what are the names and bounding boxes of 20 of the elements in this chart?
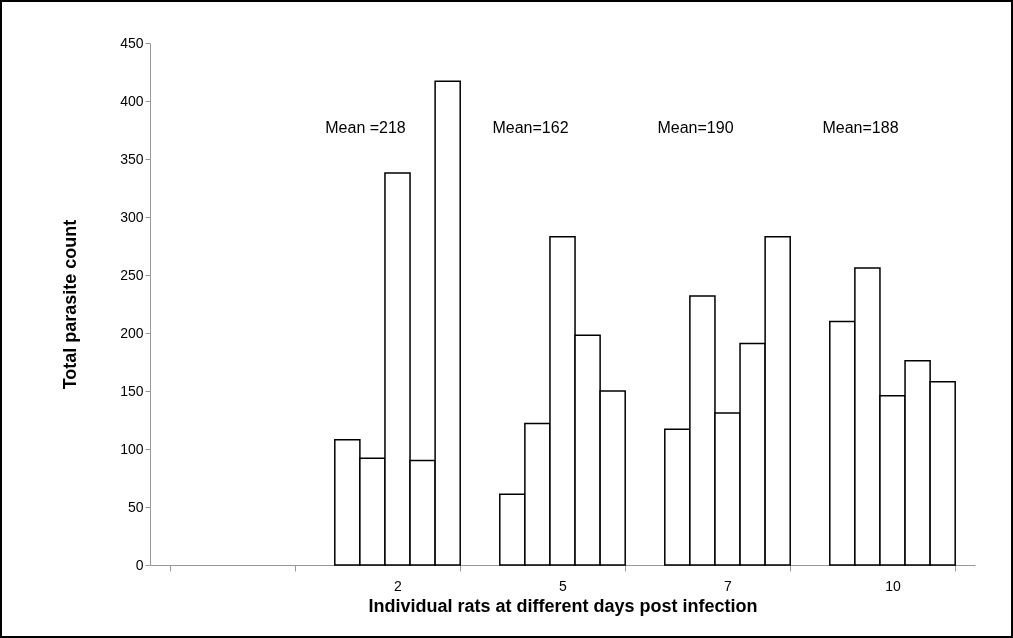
annotation: Mean=190 (657, 119, 734, 136)
x-tick-label: 2 (394, 577, 403, 594)
y-tick-label: 100 (120, 440, 144, 457)
y-tick-label: 200 (120, 324, 144, 341)
y-tick-label: 150 (120, 382, 144, 399)
y-tick-label: 400 (120, 92, 144, 109)
annotation: Mean=188 (822, 119, 899, 136)
x-tick-label: 7 (724, 577, 733, 594)
annotation: Mean =218 (325, 119, 406, 136)
x-tick-label: 5 (559, 577, 568, 594)
x-axis-title: Individual rats at different days post infection (368, 595, 758, 616)
y-tick-label: 350 (120, 150, 144, 167)
y-tick-label: 300 (120, 208, 144, 225)
y-tick-label: 450 (120, 34, 144, 51)
y-tick-label: 250 (120, 266, 144, 283)
y-tick-label: 0 (135, 556, 144, 573)
x-tick-label: 10 (885, 577, 901, 594)
y-tick-label: 50 (127, 498, 144, 515)
y-axis-title: Total parasite count (60, 219, 81, 390)
annotation: Mean=162 (492, 119, 569, 136)
